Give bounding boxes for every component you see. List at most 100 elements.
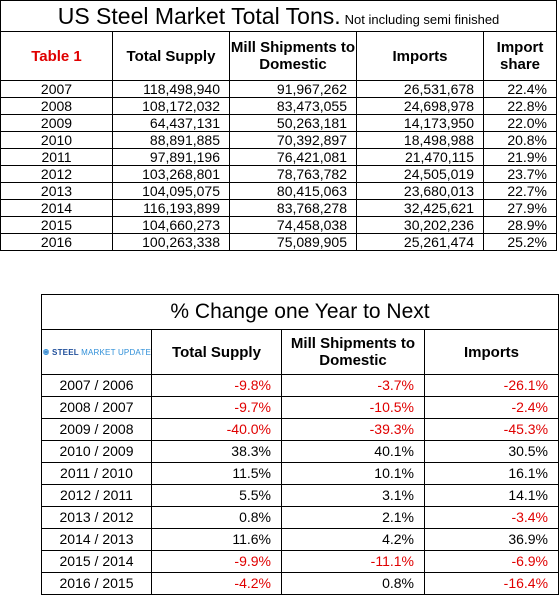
total-supply-change-cell: 5.5% [151, 484, 282, 507]
total-supply-cell: 64,437,131 [112, 114, 230, 132]
year-cell: 2011 [0, 148, 113, 166]
table-row: 2011 / 2010 11.5% 10.1% 16.1% [41, 462, 560, 485]
table-row: 2014 / 2013 11.6% 4.2% 36.9% [41, 528, 560, 551]
period-cell: 2009 / 2008 [41, 418, 152, 441]
import-share-cell: 20.8% [482, 131, 558, 149]
table-row: 2007 118,498,940 91,967,262 26,531,678 22.4% [0, 80, 558, 98]
total-supply-change-cell: -9.9% [151, 550, 282, 573]
import-share-cell: 22.7% [482, 182, 558, 200]
imports-cell: 14,173,950 [356, 114, 484, 132]
imports-change-cell: 36.9% [423, 528, 560, 551]
year-cell: 2014 [0, 199, 113, 217]
total-tons-table: US Steel Market Total Tons. Not including… [0, 0, 558, 251]
period-cell: 2012 / 2011 [41, 484, 152, 507]
header-imports: Imports [423, 329, 560, 375]
table-row: 2010 / 2009 38.3% 40.1% 30.5% [41, 440, 560, 463]
mill-shipments-cell: 70,392,897 [229, 131, 357, 149]
table-title: US Steel Market Total Tons. Not including… [0, 0, 558, 32]
logo-text: STEEL MARKET UPDATE [52, 347, 151, 357]
import-share-cell: 22.8% [482, 97, 558, 115]
table-row: 2015 / 2014 -9.9% -11.1% -6.9% [41, 550, 560, 573]
table-row: 2010 88,891,885 70,392,897 18,498,988 20.8% [0, 131, 558, 149]
table-row: 2007 / 2006 -9.8% -3.7% -26.1% [41, 374, 560, 397]
percent-change-table: % Change one Year to Next STEEL MARKET U… [40, 294, 560, 595]
mill-shipments-cell: 80,415,063 [229, 182, 357, 200]
imports-change-cell: -2.4% [423, 396, 560, 419]
import-share-cell: 27.9% [482, 199, 558, 217]
header-total-supply: Total Supply [112, 31, 230, 81]
period-cell: 2013 / 2012 [41, 506, 152, 529]
imports-change-cell: 14.1% [423, 484, 560, 507]
globe-icon [42, 349, 50, 355]
import-share-cell: 28.9% [482, 216, 558, 234]
total-supply-cell: 88,891,885 [112, 131, 230, 149]
total-supply-change-cell: -9.7% [151, 396, 282, 419]
year-cell: 2009 [0, 114, 113, 132]
imports-cell: 24,505,019 [356, 165, 484, 183]
year-cell: 2008 [0, 97, 113, 115]
imports-cell: 23,680,013 [356, 182, 484, 200]
header-mill-shipments: Mill Shipments to Domestic [229, 31, 357, 81]
year-cell: 2016 [0, 233, 113, 251]
mill-shipments-change-cell: 40.1% [281, 440, 425, 463]
header-row: Table 1 Total Supply Mill Shipments to D… [0, 31, 558, 81]
mill-shipments-cell: 76,421,081 [229, 148, 357, 166]
mill-shipments-change-cell: 4.2% [281, 528, 425, 551]
imports-cell: 18,498,988 [356, 131, 484, 149]
mill-shipments-cell: 50,263,181 [229, 114, 357, 132]
total-supply-cell: 118,498,940 [112, 80, 230, 98]
logo-cell: STEEL MARKET UPDATE [41, 329, 152, 375]
import-share-cell: 21.9% [482, 148, 558, 166]
table-label: Table 1 [0, 31, 113, 81]
table-row: 2016 100,263,338 75,089,905 25,261,474 25.2% [0, 233, 558, 251]
table-title-subtitle: Not including semi finished [344, 11, 500, 27]
steel-market-update-logo: STEEL MARKET UPDATE [42, 344, 151, 361]
mill-shipments-cell: 91,967,262 [229, 80, 357, 98]
period-cell: 2015 / 2014 [41, 550, 152, 573]
imports-cell: 32,425,621 [356, 199, 484, 217]
table-body: 2007 118,498,940 91,967,262 26,531,678 22.4%… [0, 80, 558, 251]
mill-shipments-change-cell: -11.1% [281, 550, 425, 573]
period-cell: 2014 / 2013 [41, 528, 152, 551]
total-supply-change-cell: 11.6% [151, 528, 282, 551]
total-supply-change-cell: 0.8% [151, 506, 282, 529]
header-total-supply: Total Supply [151, 329, 282, 375]
mill-shipments-change-cell: 0.8% [281, 572, 425, 595]
table-title: % Change one Year to Next [40, 294, 560, 330]
imports-cell: 25,261,474 [356, 233, 484, 251]
period-cell: 2007 / 2006 [41, 374, 152, 397]
total-supply-change-cell: -4.2% [151, 572, 282, 595]
total-supply-cell: 100,263,338 [112, 233, 230, 251]
header-mill-shipments: Mill Shipments to Domestic [281, 329, 425, 375]
header-import-share: Import share [482, 31, 558, 81]
import-share-cell: 23.7% [482, 165, 558, 183]
total-supply-change-cell: 11.5% [151, 462, 282, 485]
table-body: 2007 / 2006 -9.8% -3.7% -26.1% 2008 / 2007 -9… [41, 374, 560, 595]
mill-shipments-cell: 75,089,905 [229, 233, 357, 251]
mill-shipments-change-cell: -39.3% [281, 418, 425, 441]
imports-change-cell: -3.4% [423, 506, 560, 529]
total-supply-cell: 116,193,899 [112, 199, 230, 217]
period-cell: 2016 / 2015 [41, 572, 152, 595]
mill-shipments-change-cell: 3.1% [281, 484, 425, 507]
header-row: STEEL MARKET UPDATE Total Supply Mill Sh… [41, 329, 560, 375]
year-cell: 2015 [0, 216, 113, 234]
total-supply-cell: 97,891,196 [112, 148, 230, 166]
mill-shipments-cell: 83,473,055 [229, 97, 357, 115]
year-cell: 2013 [0, 182, 113, 200]
year-cell: 2007 [0, 80, 113, 98]
year-cell: 2012 [0, 165, 113, 183]
period-cell: 2010 / 2009 [41, 440, 152, 463]
imports-change-cell: -45.3% [423, 418, 560, 441]
table-row: 2013 104,095,075 80,415,063 23,680,013 22.7% [0, 182, 558, 200]
period-cell: 2008 / 2007 [41, 396, 152, 419]
total-supply-cell: 104,660,273 [112, 216, 230, 234]
table-row: 2014 116,193,899 83,768,278 32,425,621 27.9% [0, 199, 558, 217]
table-row: 2016 / 2015 -4.2% 0.8% -16.4% [41, 572, 560, 595]
imports-change-cell: -6.9% [423, 550, 560, 573]
period-cell: 2011 / 2010 [41, 462, 152, 485]
import-share-cell: 25.2% [482, 233, 558, 251]
import-share-cell: 22.4% [482, 80, 558, 98]
table-row: 2008 108,172,032 83,473,055 24,698,978 22.8% [0, 97, 558, 115]
imports-cell: 21,470,115 [356, 148, 484, 166]
